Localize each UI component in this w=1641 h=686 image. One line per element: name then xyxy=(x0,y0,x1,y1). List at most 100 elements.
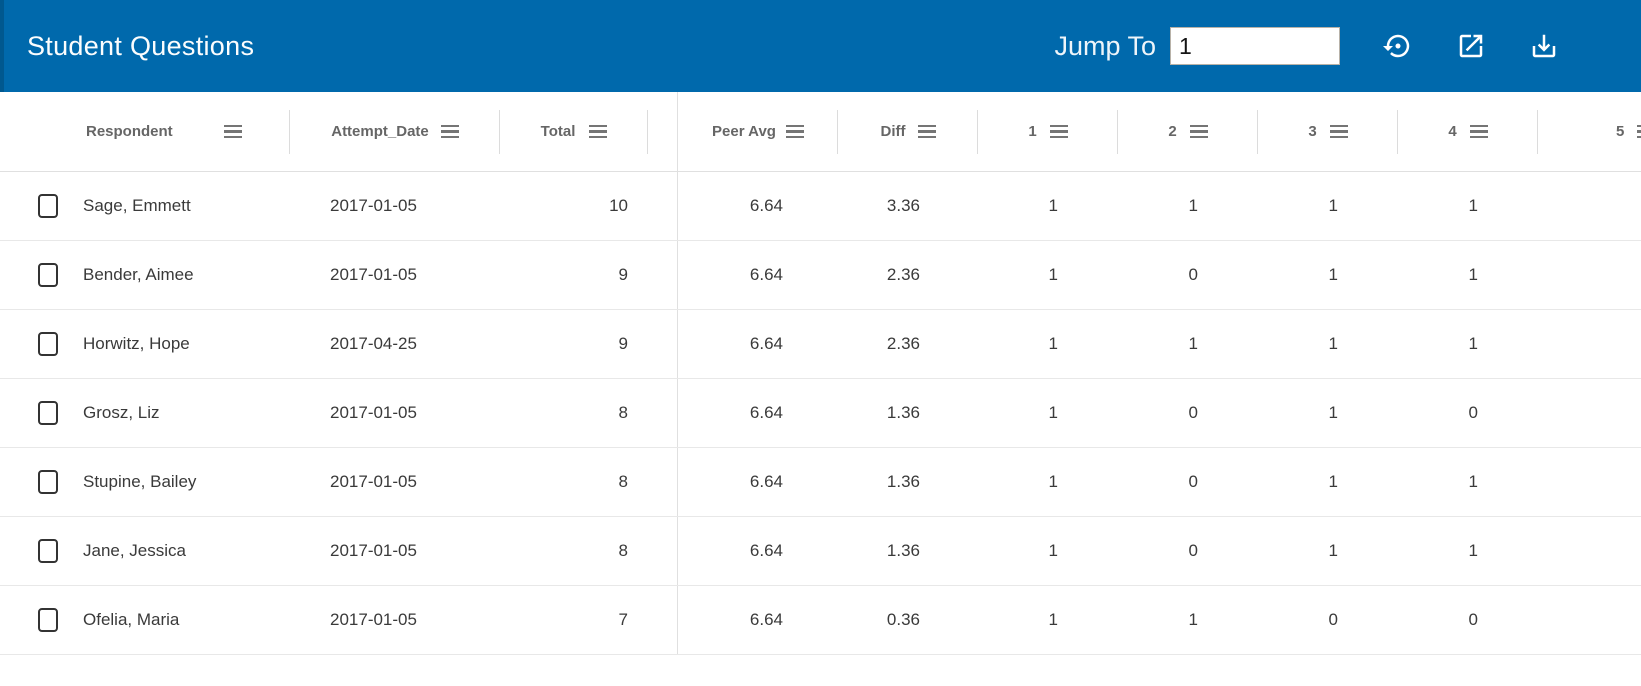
peer-avg-cell: 6.64 xyxy=(749,334,783,353)
attempt-date-cell: 2017-01-05 xyxy=(330,196,417,215)
column-header-q5[interactable]: 5 xyxy=(1538,92,1641,171)
diff-cell: 0.36 xyxy=(886,610,920,629)
column-menu-icon[interactable] xyxy=(1189,125,1208,139)
column-menu-icon[interactable] xyxy=(1329,125,1348,139)
diff-cell: 3.36 xyxy=(886,196,920,215)
attempt-date-cell: 2017-01-05 xyxy=(330,403,417,422)
total-cell: 8 xyxy=(618,472,628,491)
peer-avg-cell: 6.64 xyxy=(749,403,783,422)
q1-cell: 1 xyxy=(1048,403,1058,422)
q3-cell: 1 xyxy=(1328,265,1338,284)
row-checkbox[interactable] xyxy=(38,401,58,425)
q5-cell xyxy=(1538,241,1641,309)
attempt-date-cell: 2017-01-05 xyxy=(330,472,417,491)
q3-cell: 1 xyxy=(1328,541,1338,560)
jump-to-label: Jump To xyxy=(1054,30,1156,61)
q1-cell: 1 xyxy=(1048,196,1058,215)
column-menu-icon[interactable] xyxy=(1049,125,1068,139)
column-header-q2[interactable]: 2 xyxy=(1118,92,1258,171)
respondent-cell: Stupine, Bailey xyxy=(83,472,197,491)
column-header-q4[interactable]: 4 xyxy=(1398,92,1538,171)
column-header-peer-avg[interactable]: Peer Avg xyxy=(678,92,838,171)
q2-cell: 0 xyxy=(1188,403,1198,422)
q5-cell xyxy=(1538,586,1641,654)
column-menu-icon[interactable] xyxy=(440,125,459,139)
total-cell: 10 xyxy=(609,196,628,215)
jump-to-input[interactable] xyxy=(1170,27,1340,65)
q2-cell: 0 xyxy=(1188,265,1198,284)
download-button[interactable] xyxy=(1529,31,1559,61)
q5-cell xyxy=(1538,379,1641,447)
q4-cell: 1 xyxy=(1468,196,1478,215)
page-title: Student Questions xyxy=(27,30,255,61)
column-header-q1[interactable]: 1 xyxy=(978,92,1118,171)
column-menu-icon[interactable] xyxy=(1637,125,1641,139)
q1-cell: 1 xyxy=(1048,610,1058,629)
column-menu-icon[interactable] xyxy=(785,125,804,139)
row-checkbox[interactable] xyxy=(38,539,58,563)
respondent-cell: Sage, Emmett xyxy=(83,196,191,215)
attempt-date-cell: 2017-01-05 xyxy=(330,265,417,284)
diff-cell: 1.36 xyxy=(886,403,920,422)
column-menu-icon[interactable] xyxy=(224,125,242,139)
header-checkbox-spacer xyxy=(0,92,83,171)
attempt-date-cell: 2017-01-05 xyxy=(330,541,417,560)
q3-cell: 0 xyxy=(1328,610,1338,629)
q3-cell: 1 xyxy=(1328,472,1338,491)
diff-cell: 1.36 xyxy=(886,541,920,560)
row-checkbox[interactable] xyxy=(38,470,58,494)
q1-cell: 1 xyxy=(1048,541,1058,560)
column-header-total[interactable]: Total xyxy=(500,92,648,171)
q5-cell xyxy=(1538,448,1641,516)
open-in-new-icon xyxy=(1456,31,1486,61)
q4-cell: 0 xyxy=(1468,403,1478,422)
q2-cell: 0 xyxy=(1188,472,1198,491)
row-checkbox[interactable] xyxy=(38,194,58,218)
column-header-diff[interactable]: Diff xyxy=(838,92,978,171)
q1-cell: 1 xyxy=(1048,265,1058,284)
table-row: Ofelia, Maria 2017-01-05 7 6.64 0.36 1 1… xyxy=(0,586,1641,655)
restore-button[interactable] xyxy=(1383,31,1413,61)
total-cell: 9 xyxy=(618,334,628,353)
table-row: Bender, Aimee 2017-01-05 9 6.64 2.36 1 0… xyxy=(0,241,1641,310)
q4-cell: 1 xyxy=(1468,541,1478,560)
column-header-respondent[interactable]: Respondent xyxy=(83,92,290,171)
attempt-date-cell: 2017-01-05 xyxy=(330,610,417,629)
table-body: Sage, Emmett 2017-01-05 10 6.64 3.36 1 1… xyxy=(0,172,1641,655)
column-menu-icon[interactable] xyxy=(1469,125,1488,139)
restore-icon xyxy=(1383,31,1413,61)
diff-cell: 2.36 xyxy=(886,334,920,353)
q2-cell: 1 xyxy=(1188,610,1198,629)
attempt-date-cell: 2017-04-25 xyxy=(330,334,417,353)
scroll-header-section: Peer Avg Diff 1 2 3 4 5 xyxy=(678,92,1641,171)
table-row: Horwitz, Hope 2017-04-25 9 6.64 2.36 1 1… xyxy=(0,310,1641,379)
row-checkbox[interactable] xyxy=(38,608,58,632)
column-header-attempt-date[interactable]: Attempt_Date xyxy=(290,92,500,171)
q2-cell: 1 xyxy=(1188,334,1198,353)
column-header-q3[interactable]: 3 xyxy=(1258,92,1398,171)
table-row: Stupine, Bailey 2017-01-05 8 6.64 1.36 1… xyxy=(0,448,1641,517)
peer-avg-cell: 6.64 xyxy=(749,610,783,629)
q4-cell: 1 xyxy=(1468,472,1478,491)
pinned-header-section: Respondent Attempt_Date Total xyxy=(0,92,678,171)
column-menu-icon[interactable] xyxy=(917,125,936,139)
respondent-cell: Horwitz, Hope xyxy=(83,334,190,353)
q5-cell xyxy=(1538,310,1641,378)
header-actions: Jump To xyxy=(1054,27,1641,65)
column-menu-icon[interactable] xyxy=(589,125,608,139)
q4-cell: 0 xyxy=(1468,610,1478,629)
respondent-cell: Bender, Aimee xyxy=(83,265,194,284)
q1-cell: 1 xyxy=(1048,472,1058,491)
peer-avg-cell: 6.64 xyxy=(749,196,783,215)
respondent-cell: Jane, Jessica xyxy=(83,541,186,560)
q1-cell: 1 xyxy=(1048,334,1058,353)
peer-avg-cell: 6.64 xyxy=(749,541,783,560)
total-cell: 8 xyxy=(618,403,628,422)
q4-cell: 1 xyxy=(1468,334,1478,353)
q5-cell xyxy=(1538,172,1641,240)
total-cell: 7 xyxy=(618,610,628,629)
row-checkbox[interactable] xyxy=(38,263,58,287)
row-checkbox[interactable] xyxy=(38,332,58,356)
table-row: Jane, Jessica 2017-01-05 8 6.64 1.36 1 0… xyxy=(0,517,1641,586)
open-in-new-button[interactable] xyxy=(1456,31,1486,61)
